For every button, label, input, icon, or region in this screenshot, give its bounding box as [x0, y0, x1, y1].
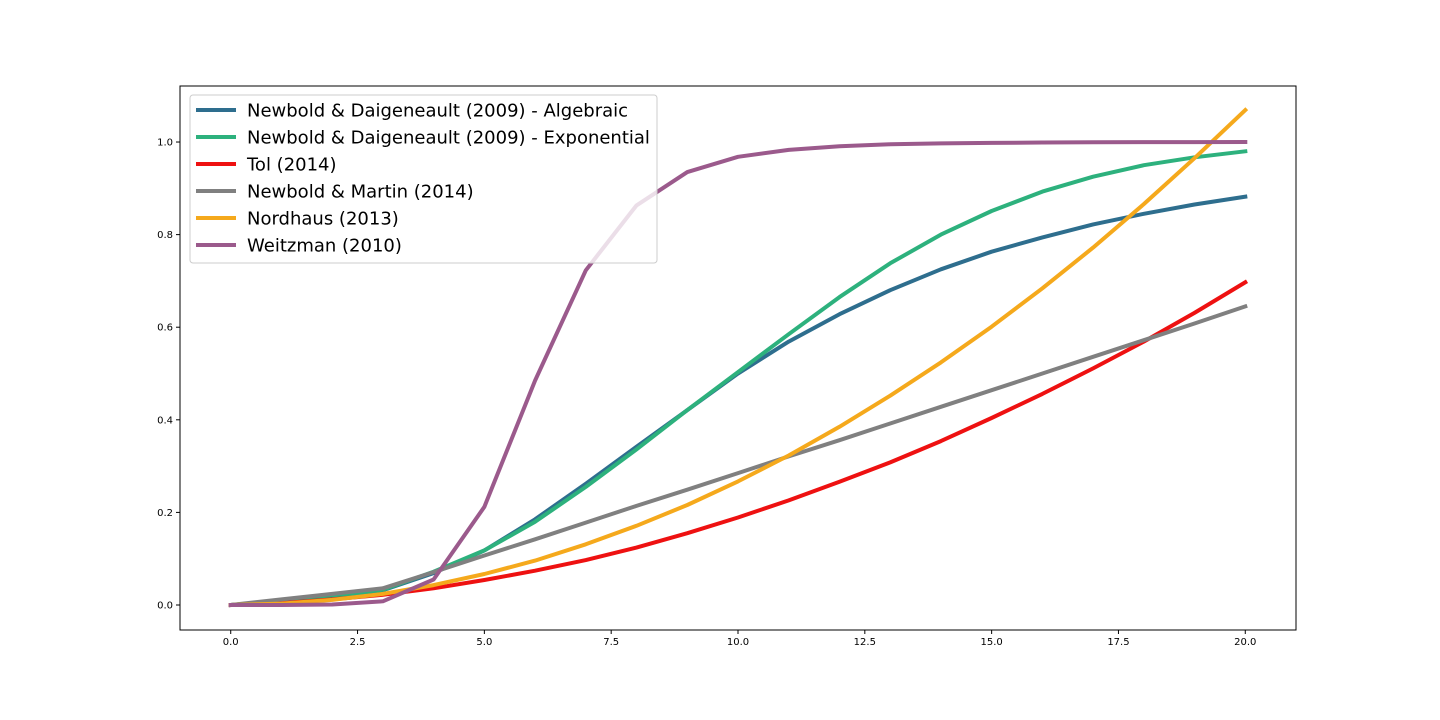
x-tick-label: 10.0 — [727, 637, 749, 648]
y-tick-label: 0.4 — [157, 415, 173, 426]
legend: Newbold & Daigeneault (2009) - Algebraic… — [189, 94, 658, 264]
legend-box — [189, 94, 658, 264]
legend-label: Tol (2014) — [246, 155, 337, 176]
series-line-5 — [228, 107, 1249, 608]
x-tick-label: 12.5 — [854, 637, 876, 648]
y-tick-label: 0.8 — [157, 230, 173, 241]
series-layer — [228, 107, 1249, 608]
legend-label: Newbold & Daigeneault (2009) - Algebraic — [247, 101, 628, 122]
x-tick-label: 0.0 — [223, 637, 239, 648]
x-tick-label: 20.0 — [1234, 637, 1256, 648]
x-tick-label: 7.5 — [603, 637, 619, 648]
x-tick-label: 15.0 — [981, 637, 1003, 648]
x-tick-label: 5.0 — [476, 637, 492, 648]
y-tick-label: 1.0 — [157, 138, 173, 149]
y-tick-label: 0.2 — [157, 508, 173, 519]
legend-label: Newbold & Martin (2014) — [247, 182, 474, 203]
y-tick-label: 0.0 — [157, 600, 173, 611]
x-axis: 0.0 2.5 5.0 7.5 10.0 12.5 15.0 17.5 20.0 — [223, 630, 1256, 648]
y-axis: 0.0 0.2 0.4 0.6 0.8 1.0 — [157, 138, 180, 611]
x-tick-label: 17.5 — [1107, 637, 1129, 648]
legend-label: Weitzman (2010) — [247, 236, 402, 257]
series-line-6 — [228, 139, 1248, 607]
legend-label: Nordhaus (2013) — [247, 209, 399, 230]
series-line-4 — [228, 303, 1248, 608]
legend-label: Newbold & Daigeneault (2009) - Exponenti… — [247, 128, 650, 149]
x-tick-label: 2.5 — [350, 637, 366, 648]
y-tick-label: 0.6 — [157, 323, 173, 334]
